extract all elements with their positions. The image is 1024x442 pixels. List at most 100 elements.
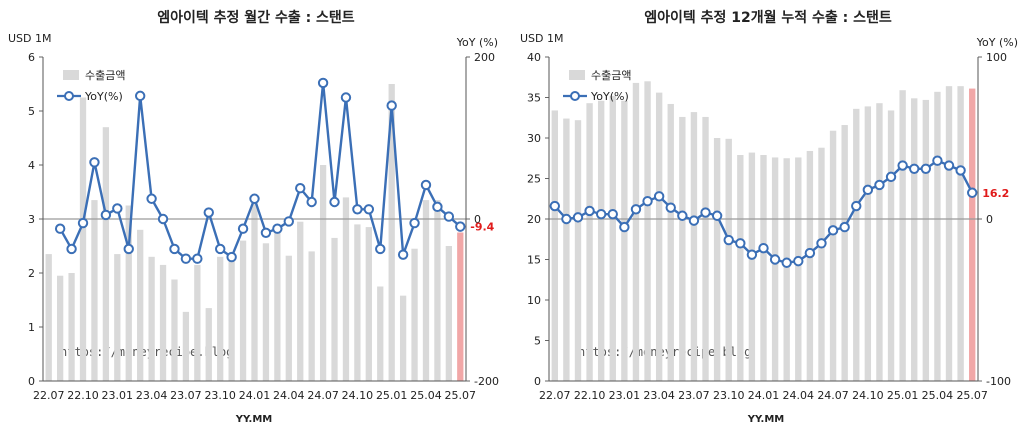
x-tick-label: 25.07 — [445, 389, 477, 402]
export-bar — [655, 92, 663, 381]
export-bar — [818, 147, 825, 381]
export-bar — [713, 138, 721, 381]
x-tick-label: 24.10 — [342, 389, 374, 402]
legend-line-label: YoY(%) — [84, 90, 123, 103]
yoy-point — [642, 195, 653, 207]
x-tick-label: 25.04 — [410, 389, 442, 402]
export-bar — [829, 130, 837, 381]
yoy-point — [665, 202, 676, 213]
export-bar — [194, 264, 201, 381]
monthly-export-chart: 엠아이텍 추정 월간 수출 : 스탠트 USD 1M YoY (%) YY.MM… — [8, 9, 499, 425]
yoy-point — [260, 227, 272, 238]
export-bar — [399, 295, 407, 381]
y-tick-label: 0 — [534, 375, 541, 388]
yoy-point — [375, 243, 386, 255]
export-bar — [228, 259, 235, 381]
yoy-point — [607, 208, 618, 220]
yoy-point — [711, 210, 723, 221]
x-tick-label: 22.10 — [574, 389, 606, 402]
x-tick-label: 23.10 — [204, 389, 236, 402]
y-tick-label: 2 — [28, 267, 35, 280]
yoy-point — [432, 201, 443, 213]
x-tick-label: 23.10 — [713, 389, 745, 402]
chart-title: 엠아이텍 추정 12개월 누적 수출 : 스탠트 — [644, 9, 892, 26]
yoy-point — [723, 234, 734, 246]
yoy-point — [595, 208, 607, 220]
yoy-point — [54, 223, 66, 234]
yoy-point — [295, 183, 306, 194]
yoy-point — [793, 255, 804, 267]
left-axis-unit: USD 1M — [8, 32, 52, 45]
yoy-point — [89, 157, 100, 168]
yoy-point — [549, 200, 560, 212]
yoy-point — [619, 221, 630, 233]
export-bar — [969, 88, 976, 381]
yoy-point — [317, 77, 329, 89]
export-bar — [737, 155, 744, 381]
legend-line-label: YoY(%) — [590, 90, 629, 103]
last-value-label: -9.4 — [470, 221, 494, 234]
export-bar — [876, 103, 883, 382]
yoy-point — [329, 196, 340, 208]
y-tick-label: 5 — [534, 335, 541, 348]
x-tick-label: 24.04 — [783, 389, 815, 402]
yoy-point — [781, 257, 792, 268]
right-axis-unit: YoY (%) — [976, 36, 1018, 49]
y-tick-label: 30 — [527, 132, 541, 145]
x-tick-label: 24.04 — [273, 389, 305, 402]
export-bar — [331, 237, 338, 381]
yoy-point — [920, 163, 932, 174]
yoy-point — [352, 204, 363, 215]
export-bar — [137, 229, 144, 381]
x-tick-label: 24.07 — [817, 389, 849, 402]
export-bar — [45, 254, 52, 381]
export-bar — [957, 86, 964, 381]
y-tick-label: 4 — [28, 159, 35, 172]
x-tick-label: 22.07 — [539, 389, 571, 402]
x-tick-label: 23.04 — [643, 389, 675, 402]
yoy-point — [677, 210, 688, 221]
x-tick-label: 25.01 — [887, 389, 919, 402]
y-tick-label: 5 — [28, 105, 35, 118]
x-tick-label: 24.07 — [307, 389, 339, 402]
export-bar — [102, 127, 110, 381]
export-bar — [342, 197, 350, 381]
export-bar — [205, 308, 212, 381]
yoy-point — [237, 223, 249, 234]
export-bar — [114, 254, 121, 381]
export-bar — [597, 100, 605, 382]
yoy-point — [386, 100, 397, 111]
yoy-line — [59, 81, 462, 260]
yoy-point — [215, 243, 226, 255]
export-bar — [679, 116, 686, 381]
y2-tick-label: 0 — [986, 213, 993, 226]
yoy-point — [816, 238, 827, 249]
yoy-point — [688, 215, 700, 226]
export-bar — [125, 205, 132, 381]
export-bar — [771, 157, 779, 381]
yoy-point — [100, 209, 112, 221]
export-bar — [899, 90, 906, 382]
export-bar — [182, 311, 190, 381]
y2-tick-label: -100 — [986, 375, 1011, 388]
export-bar — [922, 99, 930, 382]
export-bar — [621, 100, 628, 382]
export-bar — [422, 200, 430, 381]
yoy-point — [203, 207, 214, 218]
export-bar — [725, 138, 732, 381]
last-value-label: 16.2 — [982, 187, 1009, 200]
yoy-point — [584, 205, 595, 217]
export-bar — [945, 86, 953, 381]
y-tick-label: 3 — [28, 213, 35, 226]
yoy-point — [909, 163, 920, 174]
export-bar — [411, 248, 418, 381]
yoy-point — [885, 171, 897, 183]
y-tick-label: 40 — [527, 51, 541, 64]
y-tick-label: 6 — [28, 51, 35, 64]
export-bar — [262, 243, 270, 381]
yoy-point — [897, 160, 908, 171]
y-tick-label: 0 — [28, 375, 35, 388]
export-bar — [285, 255, 292, 381]
yoy-point — [272, 223, 283, 234]
